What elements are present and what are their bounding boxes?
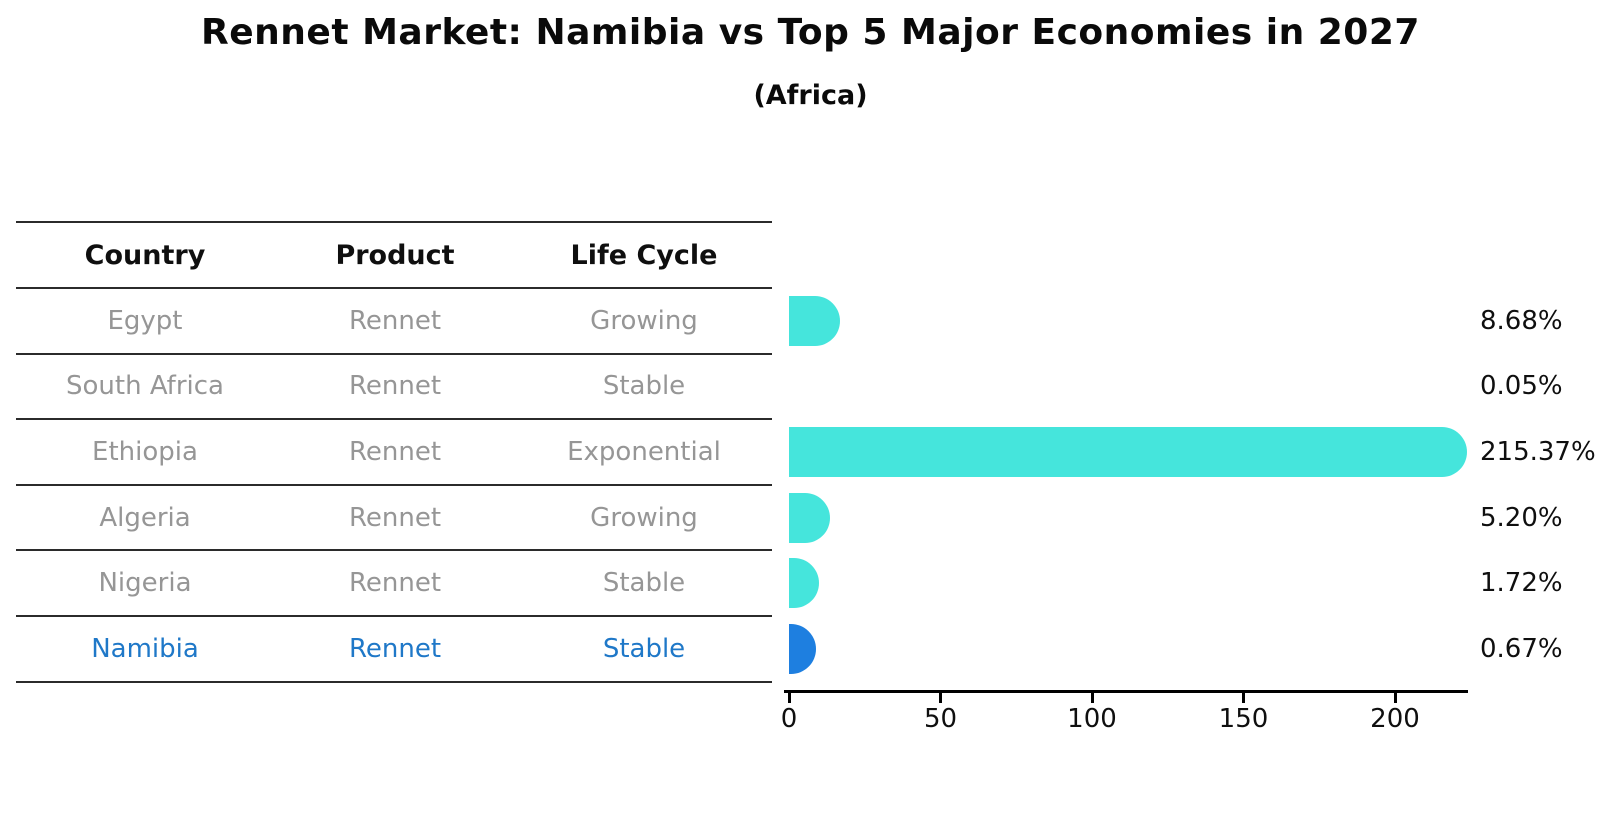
table-separator-line <box>16 221 772 223</box>
cell-country: Algeria <box>99 502 191 533</box>
cell-country: Ethiopia <box>92 436 198 467</box>
cell-country: South Africa <box>66 371 224 402</box>
cell-country: Egypt <box>107 305 183 336</box>
table-row-namibia: Namibia Rennet Stable <box>16 616 772 682</box>
cell-country: Namibia <box>91 633 199 664</box>
value-label-south-africa: 0.05% <box>1480 371 1563 402</box>
cell-country: Nigeria <box>98 568 192 599</box>
x-tick <box>939 690 942 703</box>
chart-subtitle: (Africa) <box>753 80 868 111</box>
cell-life-cycle: Stable <box>602 568 686 599</box>
value-label-nigeria: 1.72% <box>1480 568 1563 599</box>
x-tick <box>787 690 791 703</box>
cell-life-cycle: Exponential <box>567 436 721 467</box>
cell-product: Rennet <box>348 502 442 533</box>
table-header-row: Country Product Life Cycle <box>16 222 772 288</box>
x-tick <box>1242 690 1245 703</box>
table-separator-line <box>16 615 772 617</box>
cell-life-cycle: Growing <box>590 305 698 336</box>
cell-life-cycle: Stable <box>602 371 686 402</box>
x-tick-label: 50 <box>923 704 958 734</box>
x-tick <box>1090 690 1094 703</box>
chart-title: Rennet Market: Namibia vs Top 5 Major Ec… <box>201 12 1420 53</box>
x-tick <box>1393 690 1397 703</box>
cell-life-cycle: Stable <box>602 633 686 664</box>
table-separator-line <box>16 418 772 421</box>
table-row-ethiopia: Ethiopia Rennet Exponential <box>16 419 772 485</box>
table-separator-line <box>16 483 772 486</box>
cell-product: Rennet <box>348 633 442 664</box>
value-label-namibia: 0.67% <box>1480 633 1563 664</box>
cell-product: Rennet <box>348 305 442 336</box>
cell-life-cycle: Growing <box>590 502 698 533</box>
x-tick-label: 200 <box>1370 704 1420 734</box>
cell-product: Rennet <box>348 436 442 467</box>
table-separator-line <box>16 287 772 289</box>
table-row-egypt: Egypt Rennet Growing <box>16 288 772 354</box>
cell-product: Rennet <box>348 371 442 402</box>
table-row-south-africa: South Africa Rennet Stable <box>16 354 772 420</box>
x-axis <box>784 690 1468 693</box>
bar-egypt <box>789 295 841 346</box>
column-header-product: Product <box>335 239 455 271</box>
column-header-country: Country <box>84 239 206 271</box>
cell-product: Rennet <box>348 568 442 599</box>
x-tick-label: 0 <box>780 704 798 734</box>
value-label-egypt: 8.68% <box>1480 305 1563 336</box>
table-row-nigeria: Nigeria Rennet Stable <box>16 550 772 616</box>
bar-nigeria <box>789 558 820 609</box>
value-label-algeria: 5.20% <box>1480 502 1563 533</box>
table-separator-line <box>16 680 772 683</box>
value-label-ethiopia: 215.37% <box>1480 437 1596 467</box>
x-tick-label: 150 <box>1218 704 1269 734</box>
x-tick-label: 100 <box>1067 704 1117 734</box>
table-separator-line <box>16 352 772 355</box>
table-separator-line <box>16 549 772 552</box>
bar-namibia <box>789 623 817 674</box>
bar-algeria <box>789 492 830 543</box>
column-header-life-cycle: Life Cycle <box>570 239 718 271</box>
bar-ethiopia <box>789 427 1467 477</box>
table-row-algeria: Algeria Rennet Growing <box>16 485 772 551</box>
